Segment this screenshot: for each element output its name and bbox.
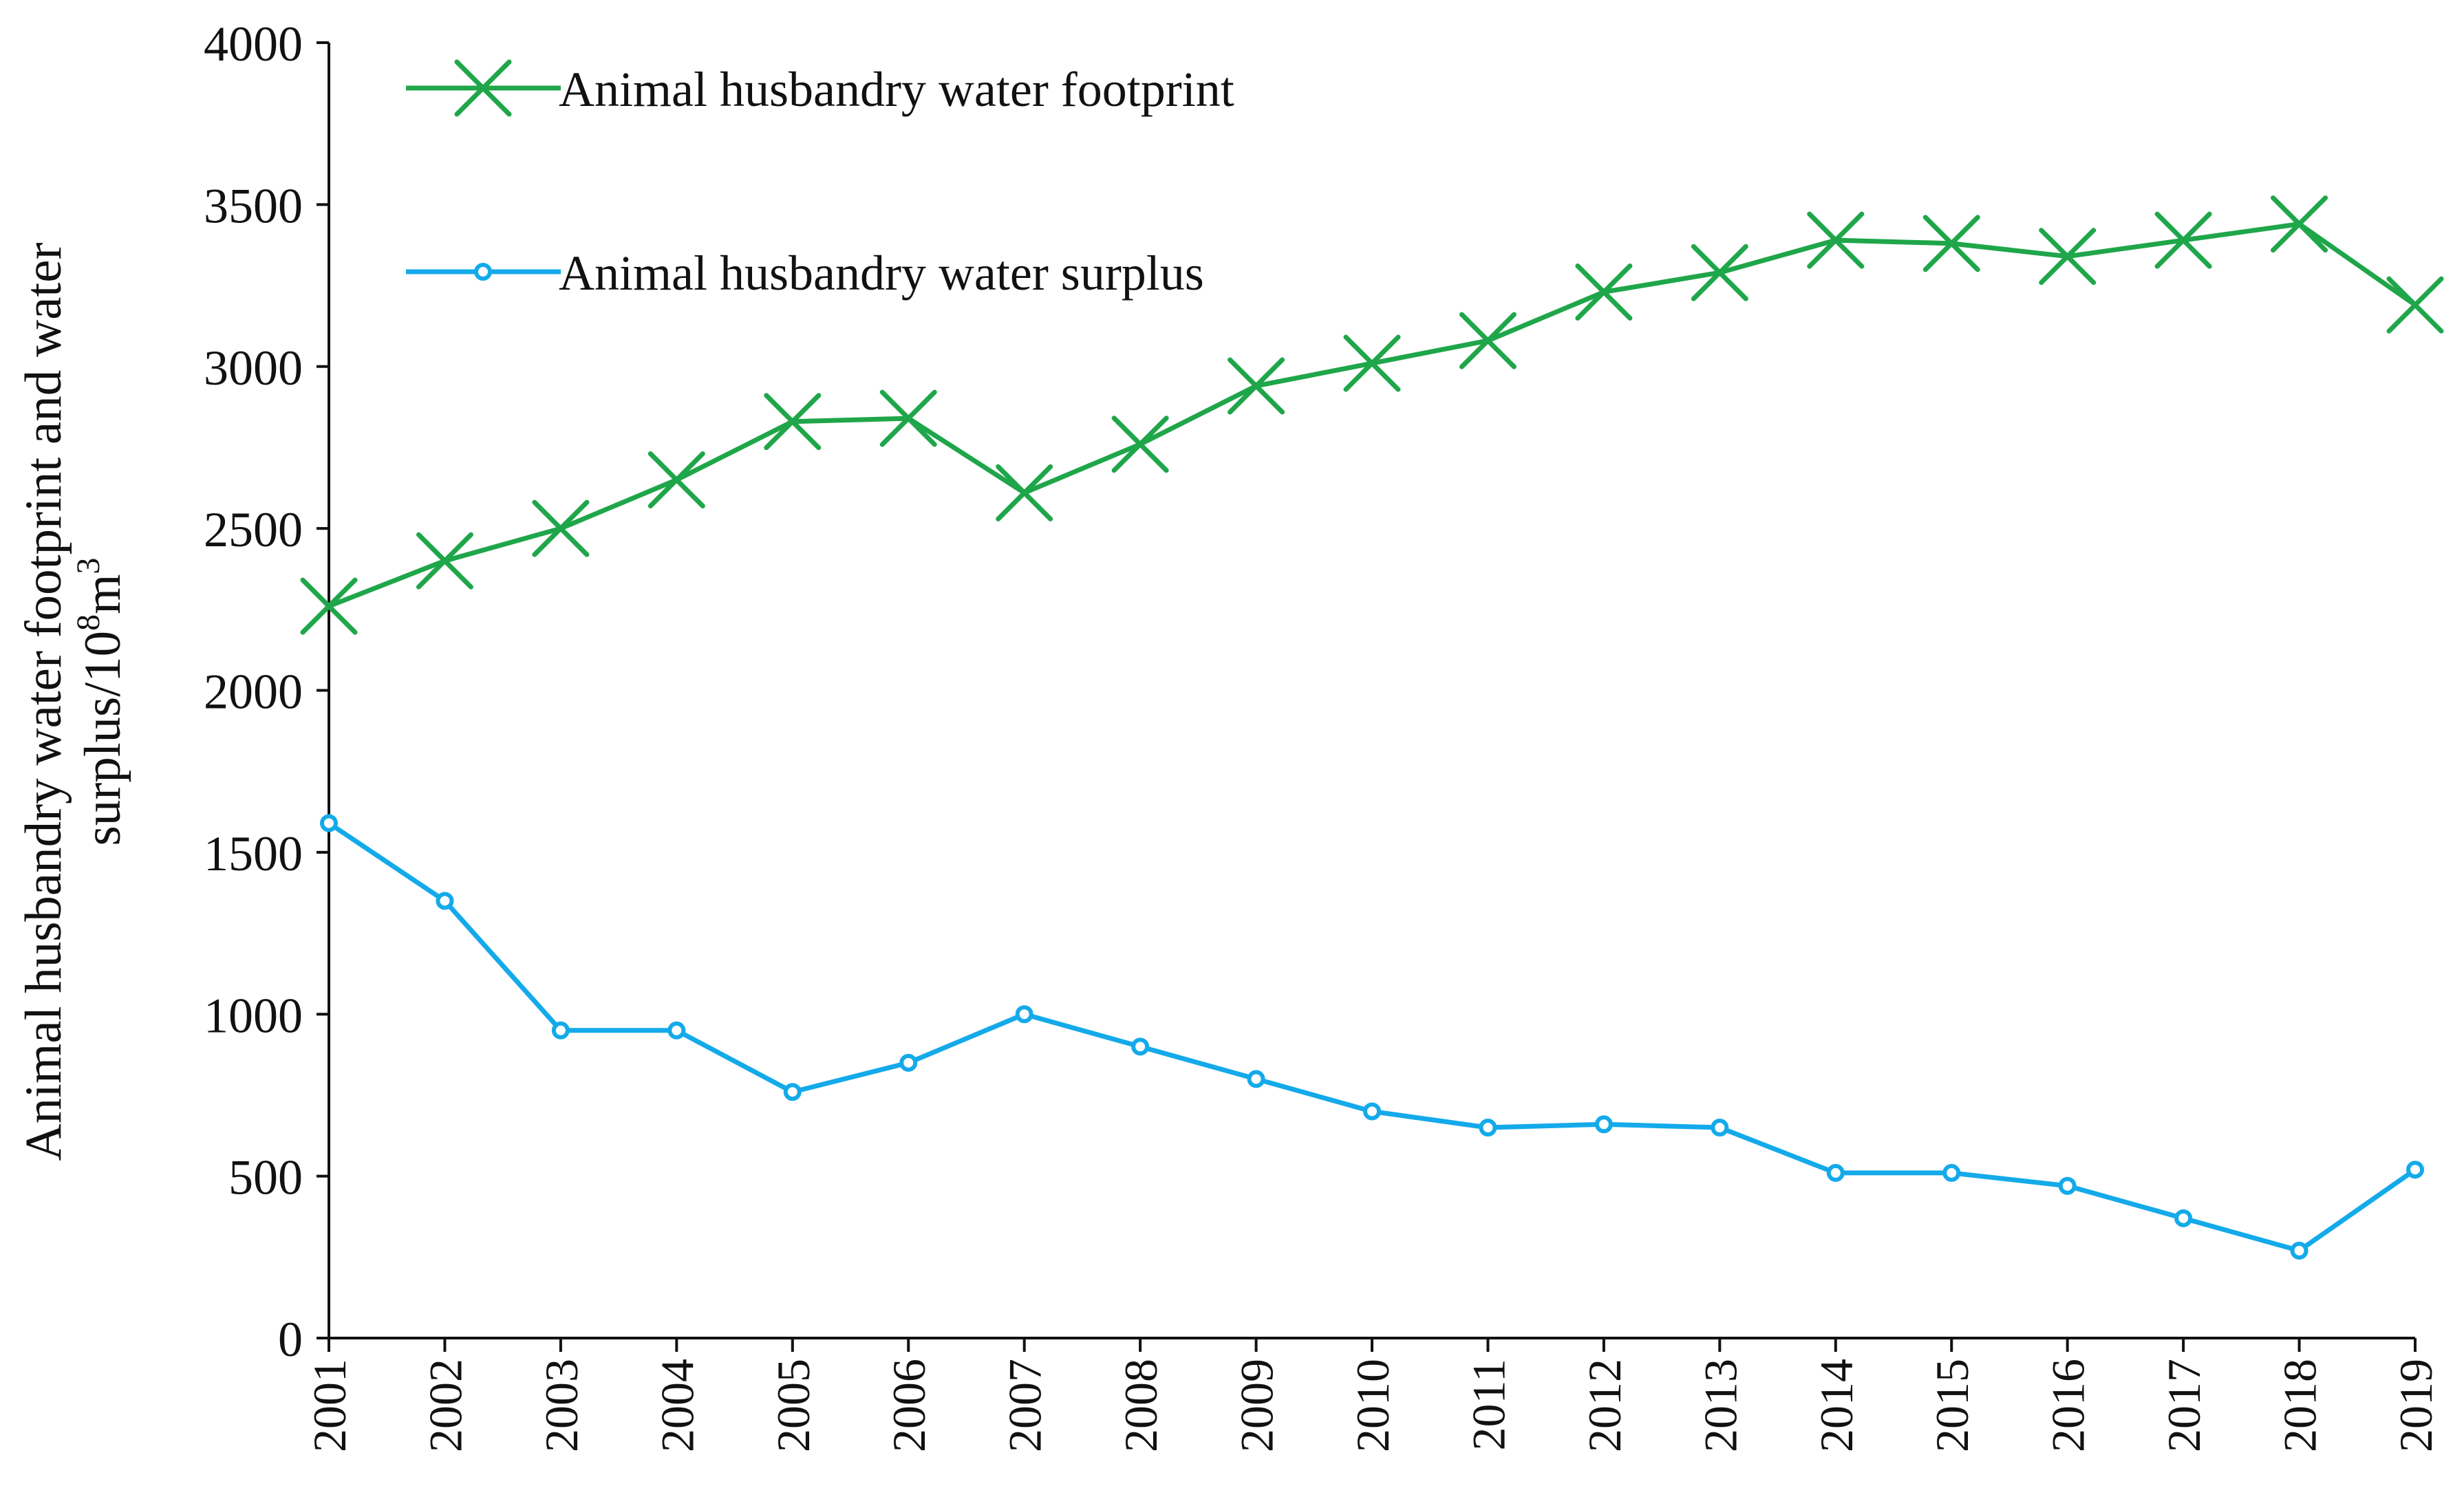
data-point-x-marker [1691, 244, 1748, 301]
data-point-x-marker [416, 532, 473, 590]
x-tick-label: 2002 [419, 1359, 471, 1452]
data-point-x-marker [1575, 263, 1633, 321]
data-point-x-marker [532, 499, 590, 557]
y-tick-label: 3500 [204, 178, 303, 233]
x-tick-label: 2013 [1694, 1359, 1746, 1452]
y-tick-label: 3000 [204, 341, 303, 396]
x-tick-label: 2018 [2274, 1359, 2326, 1452]
data-point-x-marker [2386, 276, 2444, 334]
x-tick-label: 2017 [2158, 1359, 2210, 1452]
data-point-circle-marker [2406, 1161, 2424, 1179]
legend-label: Animal husbandry water footprint [559, 62, 1234, 117]
data-point-circle-marker [783, 1083, 802, 1101]
x-tick-label: 2016 [2042, 1359, 2095, 1452]
series-water-footprint [300, 195, 2444, 635]
y-axis-label-line2: surplus/108m3 [70, 558, 131, 846]
x-tick-label: 2012 [1578, 1359, 1631, 1452]
data-point-x-marker [879, 389, 937, 447]
data-point-circle-marker [2058, 1176, 2077, 1195]
y-axis-label-line1: Animal husbandry water footprint and wat… [15, 242, 72, 1161]
data-point-x-marker [1111, 416, 1169, 473]
data-point-x-marker [2039, 228, 2097, 286]
x-tick-label: 2001 [303, 1359, 356, 1452]
y-axis-label-unit-m: m [74, 574, 131, 614]
data-point-circle-marker [1479, 1119, 1497, 1137]
data-point-x-marker [1807, 211, 1865, 269]
data-point-circle-marker [1594, 1115, 1613, 1134]
y-ticks: 0 500 1000 1500 2000 2500 3000 3500 4000 [204, 17, 329, 1367]
x-tick-label: 2005 [767, 1359, 819, 1452]
x-ticks: 2001 2002 2003 2004 2005 2006 2007 2008 2009 2010… [303, 1338, 2442, 1452]
x-tick-label: 2009 [1231, 1359, 1283, 1452]
y-tick-label: 2000 [204, 665, 303, 720]
data-point-x-marker [996, 464, 1053, 521]
data-point-circle-marker [1942, 1163, 1961, 1182]
y-tick-label: 1000 [204, 988, 303, 1043]
data-point-circle-marker [1826, 1163, 1845, 1182]
x-tick-label: 2006 [883, 1359, 935, 1452]
data-point-circle-marker [1247, 1070, 1265, 1088]
data-point-x-marker [1343, 334, 1401, 392]
x-tick-label: 2011 [1462, 1359, 1514, 1450]
legend: Animal husbandry water footprint Animal h… [406, 59, 1234, 301]
data-point-x-marker [300, 577, 358, 635]
series-water-surplus [320, 814, 2424, 1260]
y-axis-label: Animal husbandry water footprint and wat… [15, 242, 131, 1161]
data-point-x-marker [764, 393, 822, 451]
data-point-circle-marker [2290, 1241, 2308, 1260]
data-point-x-marker [647, 451, 705, 509]
data-point-circle-marker [1131, 1037, 1150, 1056]
data-point-circle-marker [2174, 1209, 2193, 1227]
data-point-x-marker [2271, 195, 2328, 253]
data-point-circle-marker [1015, 1005, 1033, 1024]
x-tick-label: 2019 [2390, 1359, 2442, 1452]
data-point-circle-marker [899, 1053, 918, 1072]
series-line [328, 821, 2417, 1253]
axes [328, 43, 2415, 1339]
legend-item: Animal husbandry water footprint [406, 59, 1234, 117]
x-tick-label: 2008 [1115, 1359, 1167, 1452]
data-point-circle-marker [1363, 1102, 1381, 1121]
data-point-circle-marker [667, 1021, 686, 1040]
legend-item: Animal husbandry water surplus [406, 246, 1204, 301]
y-axis-label-superscript-1: 8 [70, 614, 107, 631]
data-point-x-marker [1459, 312, 1517, 369]
x-tick-label: 2007 [999, 1359, 1051, 1452]
y-tick-label: 1500 [204, 826, 303, 881]
series [300, 195, 2444, 1260]
x-tick-label: 2003 [535, 1359, 588, 1452]
data-point-circle-marker [551, 1021, 570, 1040]
x-tick-label: 2014 [1810, 1359, 1863, 1452]
y-tick-label: 4000 [204, 17, 303, 72]
x-tick-label: 2010 [1347, 1359, 1399, 1452]
data-point-circle-marker [436, 892, 454, 910]
legend-label: Animal husbandry water surplus [559, 246, 1204, 301]
data-point-x-marker [1228, 357, 1285, 415]
data-point-circle-marker [320, 814, 338, 832]
y-axis-label-unit-text: surplus/10 [74, 631, 131, 846]
y-tick-label: 2500 [204, 502, 303, 557]
data-point-x-marker [2154, 211, 2212, 269]
x-tick-label: 2015 [1926, 1359, 1978, 1452]
data-point-x-marker [1922, 215, 1980, 272]
y-tick-label: 500 [228, 1150, 303, 1205]
data-point-circle-marker [1711, 1119, 1729, 1137]
legend-x-marker [454, 59, 512, 117]
x-tick-label: 2004 [651, 1359, 703, 1452]
y-axis-label-superscript-2: 3 [70, 558, 107, 574]
y-tick-label: 0 [278, 1312, 303, 1367]
legend-circle-marker [474, 263, 492, 281]
